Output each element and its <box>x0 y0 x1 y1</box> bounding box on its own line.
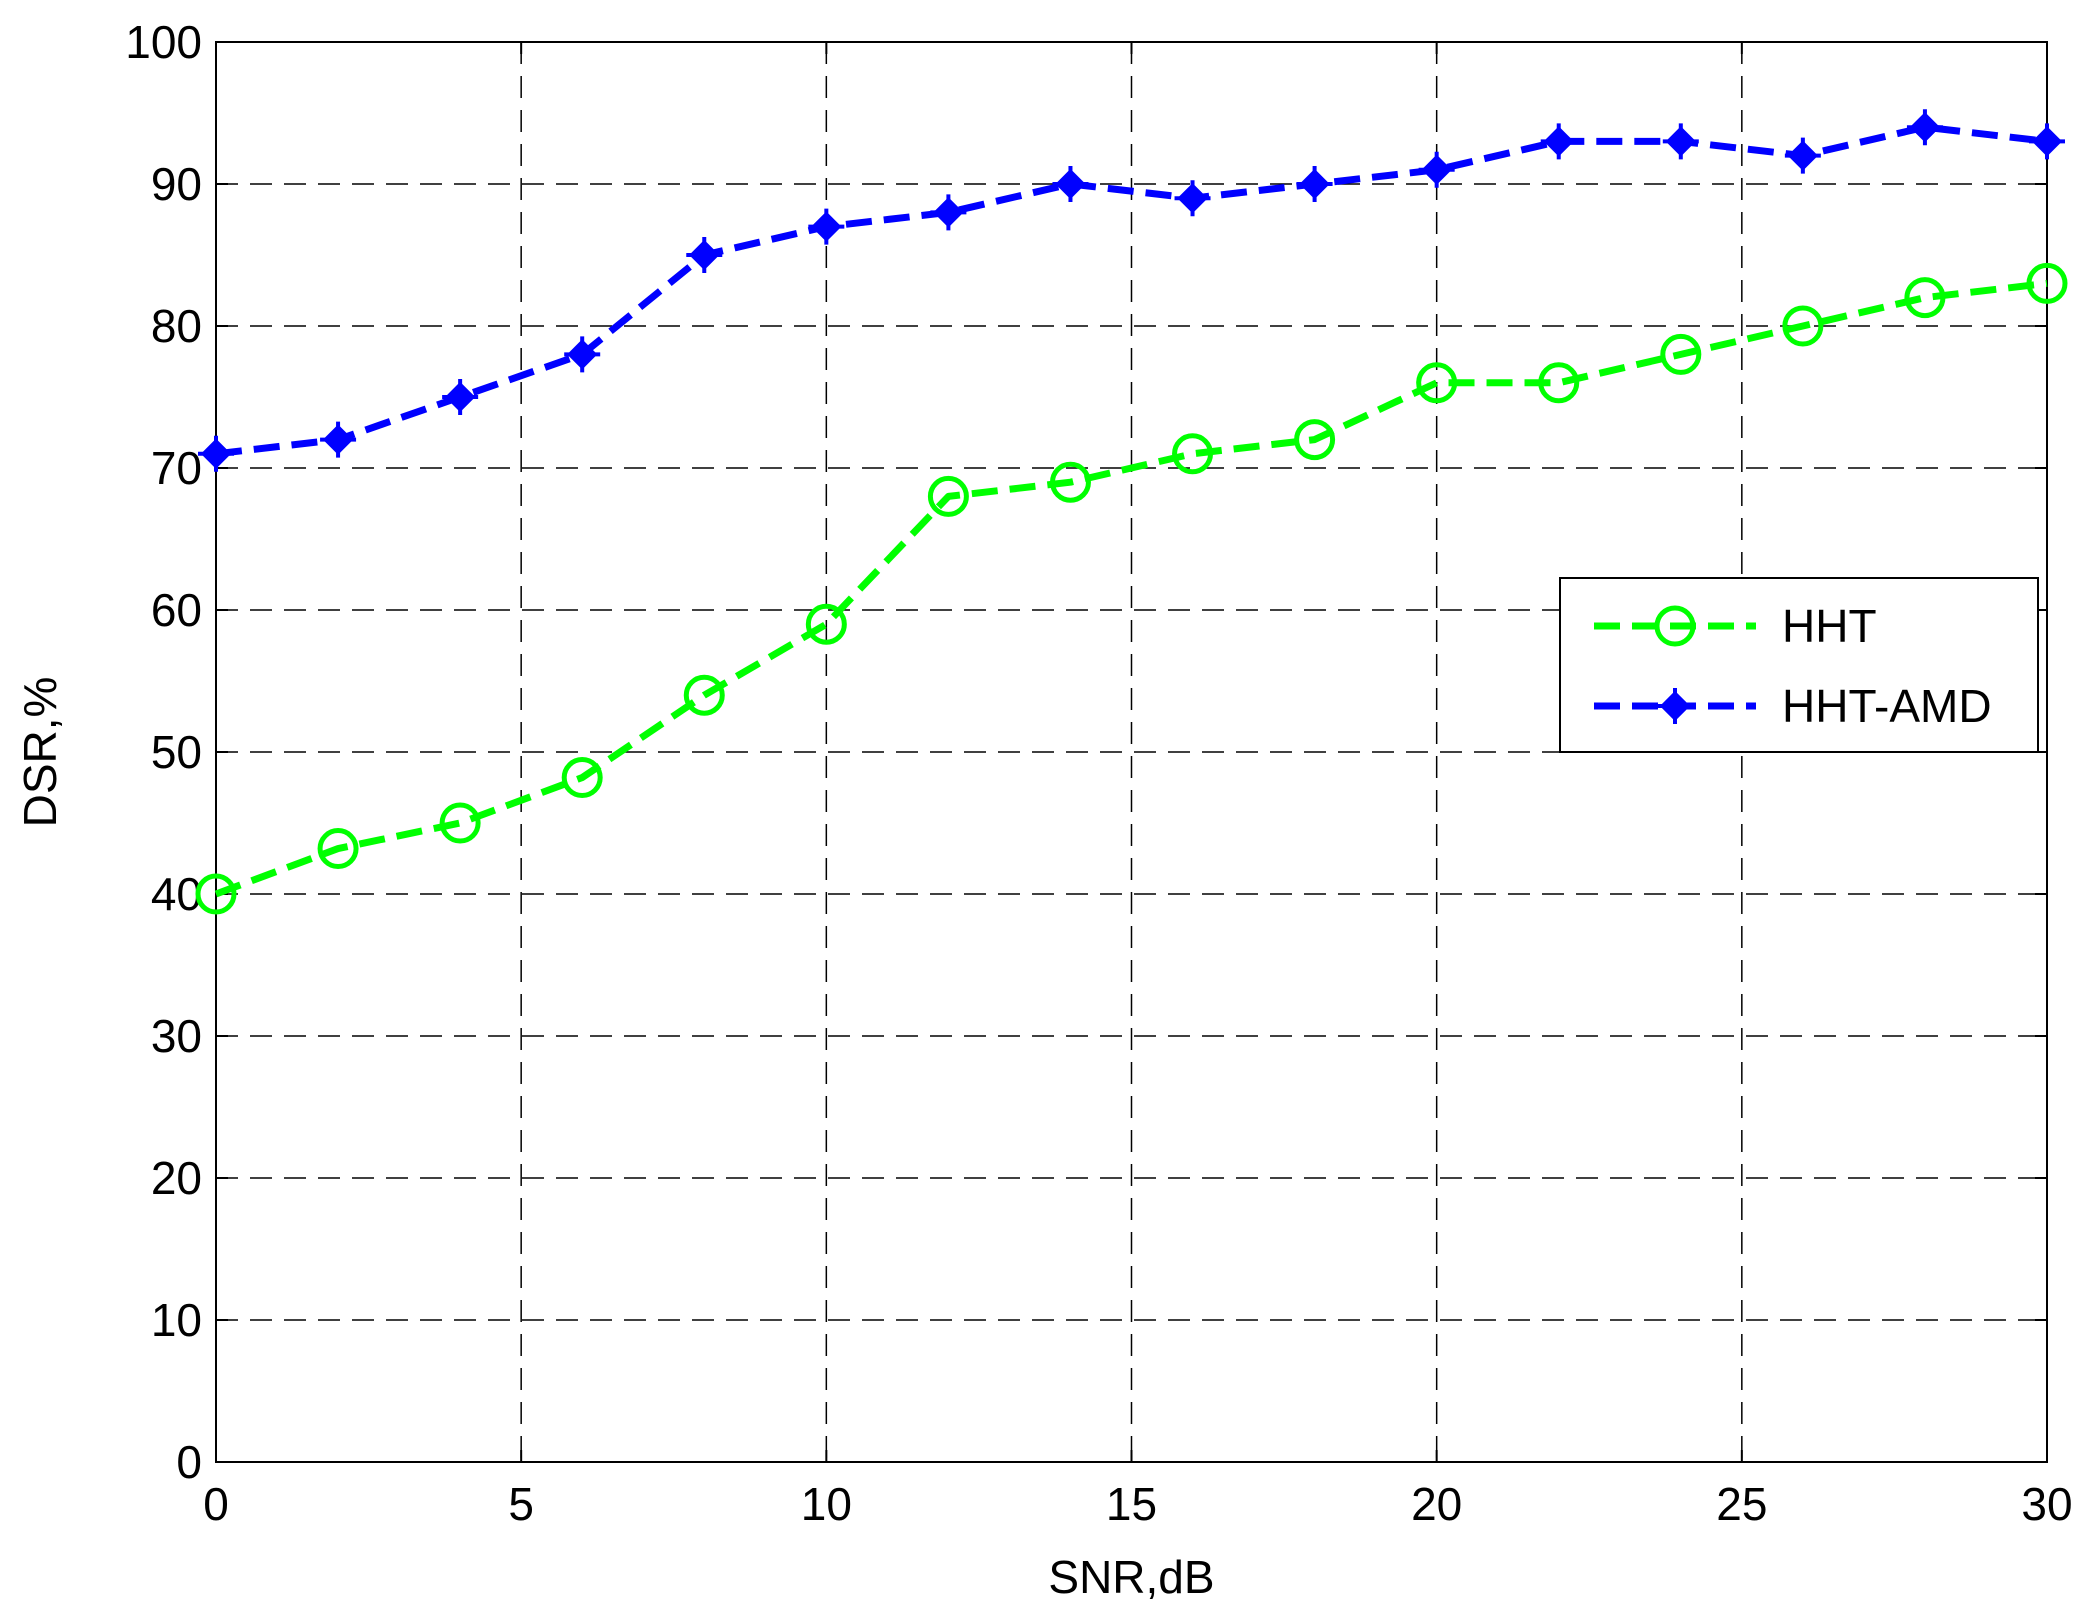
data-point-cross <box>1784 137 1821 174</box>
data-point <box>805 603 847 645</box>
legend-marker <box>1654 605 1696 647</box>
data-point <box>317 828 359 870</box>
data-point <box>195 873 237 915</box>
y-tick-label: 70 <box>151 442 202 494</box>
data-point <box>2026 262 2068 304</box>
legend-marker-cross <box>1657 688 1693 724</box>
y-axis-label: DSR,% <box>14 677 66 828</box>
data-point <box>1538 362 1580 404</box>
legend-label: HHT <box>1782 600 1877 652</box>
data-point-cross <box>686 237 723 273</box>
series-hht-amd <box>198 109 2065 472</box>
y-tick-label: 20 <box>151 1152 202 1204</box>
y-tick-label: 0 <box>176 1436 202 1488</box>
data-point-cross <box>442 379 479 415</box>
data-point <box>1172 433 1214 475</box>
data-point <box>1294 419 1336 461</box>
data-point-cross <box>930 194 967 231</box>
data-point-cross <box>1540 123 1577 160</box>
data-point-cross <box>1174 180 1211 217</box>
axis-ticks: 0 5 10 15 20 25 30 0 10 20 30 40 50 60 70 80 90 100 <box>125 16 2072 1530</box>
data-point <box>1049 461 1091 503</box>
y-tick-label: 60 <box>151 584 202 636</box>
legend-label: HHT-AMD <box>1782 680 1992 732</box>
data-point <box>1904 277 1946 319</box>
legend-box <box>1559 577 2039 753</box>
x-tick-label: 25 <box>1716 1478 1767 1530</box>
y-tick-label: 100 <box>125 16 202 68</box>
data-point <box>683 674 725 716</box>
x-tick-label: 30 <box>2021 1478 2072 1530</box>
x-tick-label: 20 <box>1411 1478 1462 1530</box>
y-tick-label: 30 <box>151 1010 202 1062</box>
data-point <box>1782 305 1824 347</box>
data-point <box>927 475 969 517</box>
y-tick-label: 10 <box>151 1294 202 1346</box>
data-point <box>1416 362 1458 404</box>
data-point-cross <box>1418 151 1455 188</box>
data-point-cross <box>1296 166 1333 202</box>
data-point-cross <box>808 208 845 245</box>
data-point-cross <box>564 336 601 373</box>
x-tick-label: 15 <box>1106 1478 1157 1530</box>
series-line <box>214 279 2048 898</box>
y-tick-label: 40 <box>151 868 202 920</box>
series-hht <box>195 262 2068 915</box>
data-point-cross <box>1906 109 1943 146</box>
data-point-cross <box>1662 123 1699 160</box>
x-tick-label: 5 <box>508 1478 534 1530</box>
x-tick-label: 10 <box>801 1478 852 1530</box>
data-point-cross <box>320 421 357 458</box>
x-axis-label: SNR,dB <box>1048 1551 1214 1603</box>
data-point-cross <box>198 435 234 472</box>
y-tick-label: 50 <box>151 726 202 778</box>
data-point-cross <box>1052 166 1089 202</box>
series-layer <box>195 109 2068 915</box>
data-point <box>1660 333 1702 375</box>
series-line <box>215 123 2048 458</box>
data-point <box>439 802 481 844</box>
y-tick-label: 80 <box>151 300 202 352</box>
data-point <box>561 757 603 799</box>
data-point-cross <box>2029 123 2065 160</box>
x-tick-label: 0 <box>203 1478 229 1530</box>
legend: HHT HHT-AMD <box>1559 577 2039 753</box>
y-tick-label: 90 <box>151 158 202 210</box>
